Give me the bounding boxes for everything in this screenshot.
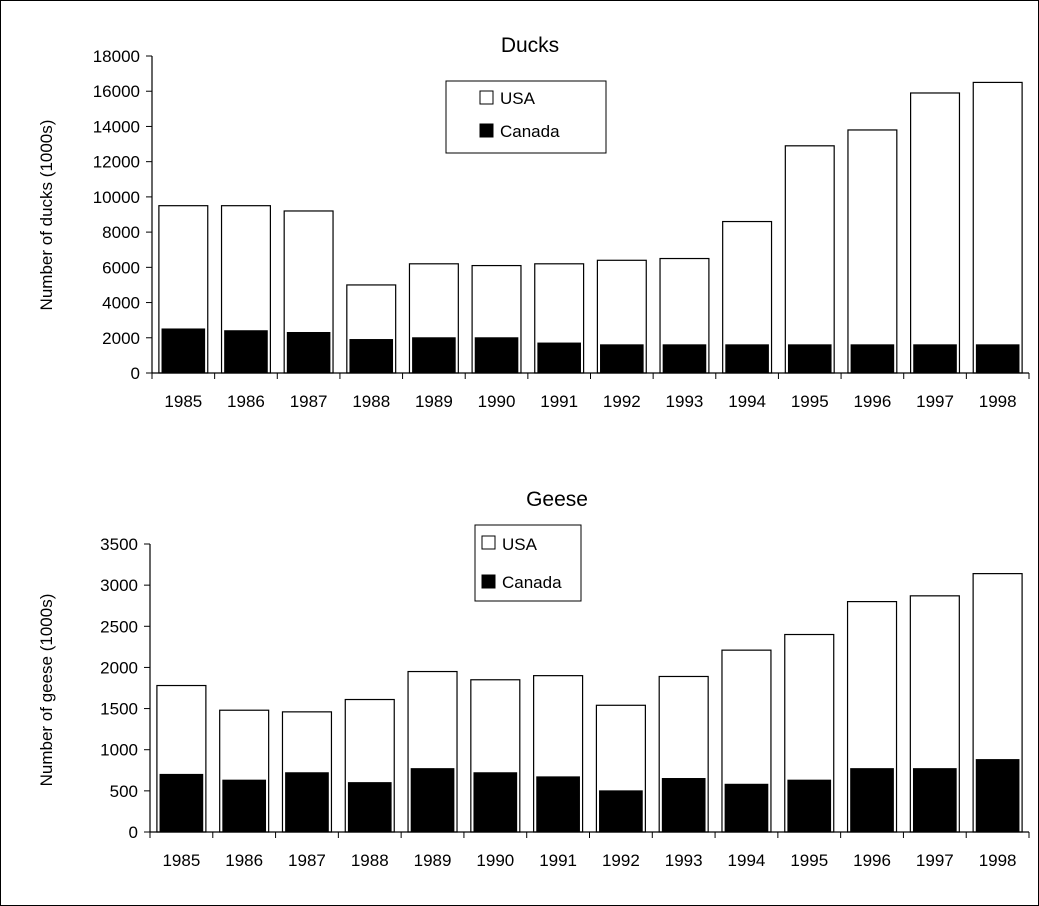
- ducks-usa-bar-1995: [784, 145, 835, 374]
- geese-canada-bar-1986: [222, 779, 267, 833]
- ducks-y-tick-label-6000: 6000: [102, 258, 140, 277]
- ducks-x-tick-label-1998: 1998: [979, 392, 1017, 411]
- ducks-legend-label-usa: USA: [500, 89, 536, 108]
- ducks-x-tick-label-1992: 1992: [603, 392, 641, 411]
- ducks-y-tick-label-0: 0: [131, 364, 140, 383]
- geese-canada-bar-1997: [912, 768, 957, 833]
- ducks-canada-bar-1987: [286, 331, 331, 374]
- geese-chart: Geese Number of geese (1000s) 1985 1986 1987…: [37, 488, 1030, 870]
- ducks-usa-bar-1997: [910, 92, 961, 374]
- ducks-canada-bar-1994: [725, 344, 769, 374]
- ducks-y-tick-label-2000: 2000: [102, 329, 140, 348]
- geese-legend-swatch-canada: [481, 574, 496, 589]
- geese-canada-bar-1990: [473, 772, 518, 833]
- ducks-y-tick-label-8000: 8000: [102, 223, 140, 242]
- ducks-x-tick-label-1993: 1993: [666, 392, 704, 411]
- geese-canada-bar-1989: [410, 768, 455, 833]
- geese-chart-title: Geese: [526, 488, 588, 511]
- ducks-x-tick-label-1986: 1986: [227, 392, 265, 411]
- ducks-legend-label-canada: Canada: [500, 122, 560, 141]
- geese-y-tick-label-3500: 3500: [100, 535, 138, 554]
- ducks-canada-bar-1986: [224, 330, 268, 374]
- ducks-chart: Ducks Number of ducks (1000s) 1985 1986 1987…: [37, 34, 1030, 411]
- geese-y-tick-label-1000: 1000: [100, 741, 138, 760]
- ducks-y-tick-label-4000: 4000: [102, 294, 140, 313]
- geese-x-tick-label-1997: 1997: [916, 851, 954, 870]
- ducks-y-tick-label-14000: 14000: [93, 117, 140, 136]
- geese-canada-bar-1987: [285, 772, 329, 833]
- ducks-canada-bar-1991: [537, 342, 581, 374]
- geese-legend-swatch-usa: [481, 535, 496, 550]
- geese-canada-bar-1993: [661, 778, 706, 833]
- geese-canada-bar-1994: [724, 783, 769, 833]
- geese-canada-bar-1988: [347, 782, 392, 833]
- geese-canada-bar-1992: [599, 790, 643, 833]
- ducks-x-tick-label-1988: 1988: [352, 392, 390, 411]
- geese-x-tick-label-1988: 1988: [351, 851, 389, 870]
- ducks-canada-bar-1993: [662, 344, 707, 374]
- geese-legend-label-canada: Canada: [502, 573, 562, 592]
- geese-x-tick-label-1986: 1986: [225, 851, 263, 870]
- geese-x-tick-label-1995: 1995: [790, 851, 828, 870]
- geese-canada-bar-1996: [850, 768, 894, 833]
- geese-legend-label-usa: USA: [502, 535, 538, 554]
- geese-y-tick-label-2000: 2000: [100, 658, 138, 677]
- ducks-y-tick-label-12000: 12000: [93, 153, 140, 172]
- geese-y-tick-label-1500: 1500: [100, 700, 138, 719]
- geese-x-tick-label-1994: 1994: [728, 851, 766, 870]
- ducks-usa-bar-1998: [972, 81, 1023, 374]
- ducks-x-tick-label-1989: 1989: [415, 392, 453, 411]
- geese-canada-bar-1995: [787, 779, 832, 833]
- ducks-x-tick-label-1990: 1990: [478, 392, 516, 411]
- geese-x-tick-label-1998: 1998: [979, 851, 1017, 870]
- ducks-y-tick-label-16000: 16000: [93, 82, 140, 101]
- ducks-x-tick-label-1991: 1991: [540, 392, 578, 411]
- geese-y-axis-label: Number of geese (1000s): [37, 594, 56, 787]
- ducks-canada-bar-1989: [412, 337, 456, 374]
- geese-canada-bar-1991: [536, 776, 580, 833]
- geese-legend: USA Canada: [474, 524, 582, 602]
- geese-x-tick-label-1990: 1990: [476, 851, 514, 870]
- ducks-legend-swatch-canada: [479, 123, 494, 138]
- ducks-legend: USA Canada: [445, 80, 607, 154]
- geese-y-tick-label-3000: 3000: [100, 576, 138, 595]
- ducks-y-tick-label-18000: 18000: [93, 47, 140, 66]
- ducks-legend-box: [445, 80, 607, 154]
- geese-x-tick-label-1996: 1996: [853, 851, 891, 870]
- ducks-y-axis-label: Number of ducks (1000s): [37, 120, 56, 311]
- ducks-x-tick-label-1996: 1996: [853, 392, 891, 411]
- ducks-canada-bar-1996: [850, 344, 895, 374]
- ducks-x-tick-label-1994: 1994: [728, 392, 766, 411]
- geese-x-tick-label-1991: 1991: [539, 851, 577, 870]
- ducks-canada-bar-1997: [913, 344, 957, 374]
- ducks-canada-bar-1988: [349, 339, 394, 374]
- ducks-canada-bar-1992: [600, 344, 644, 374]
- ducks-canada-bar-1990: [474, 337, 519, 374]
- geese-y-tick-label-500: 500: [110, 782, 138, 801]
- geese-x-tick-label-1992: 1992: [602, 851, 640, 870]
- ducks-canada-bar-1985: [161, 328, 206, 374]
- geese-x-tick-label-1989: 1989: [414, 851, 452, 870]
- ducks-x-tick-label-1995: 1995: [791, 392, 829, 411]
- geese-x-tick-label-1985: 1985: [162, 851, 200, 870]
- ducks-x-tick-label-1985: 1985: [164, 392, 202, 411]
- ducks-usa-bar-1996: [847, 129, 898, 374]
- ducks-canada-bar-1995: [787, 344, 832, 374]
- geese-y-tick-label-2500: 2500: [100, 617, 138, 636]
- ducks-y-tick-label-10000: 10000: [93, 188, 140, 207]
- ducks-legend-swatch-usa: [479, 90, 494, 105]
- geese-canada-bar-1998: [975, 759, 1020, 833]
- geese-x-tick-label-1993: 1993: [665, 851, 703, 870]
- geese-canada-bar-1985: [159, 773, 204, 833]
- ducks-x-tick-label-1987: 1987: [290, 392, 328, 411]
- ducks-canada-bar-1998: [975, 344, 1020, 374]
- ducks-x-tick-label-1997: 1997: [916, 392, 954, 411]
- geese-x-tick-label-1987: 1987: [288, 851, 326, 870]
- ducks-chart-title: Ducks: [501, 34, 559, 57]
- geese-y-tick-label-0: 0: [129, 823, 138, 842]
